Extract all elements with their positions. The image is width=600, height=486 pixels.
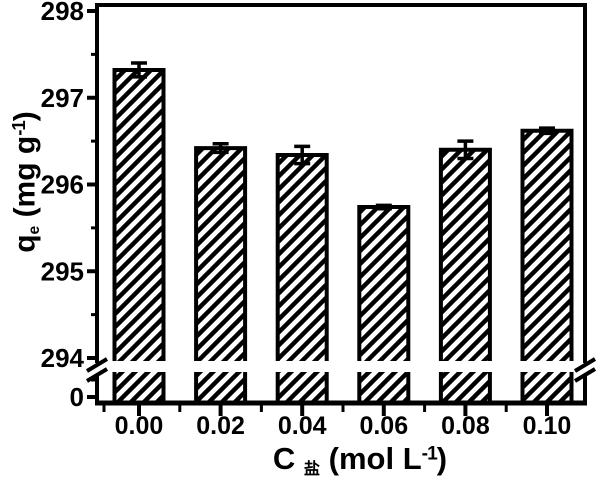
error-bar <box>457 139 474 161</box>
y-title-close: ) <box>8 111 42 122</box>
bar-lower-segment <box>277 372 327 403</box>
bar-lower-outline <box>275 372 329 403</box>
x-tick-label: 0.08 <box>441 412 490 440</box>
bar-lower-segment <box>114 372 164 403</box>
bar-upper-segment <box>196 148 246 361</box>
bar-lower-segment <box>440 372 490 403</box>
x-title-superscript: -1 <box>421 443 438 465</box>
y-tick-label: 296 <box>41 170 84 200</box>
axis-break-mark <box>573 367 597 383</box>
x-tick-label: 0.00 <box>115 412 164 440</box>
bar-lower-outline <box>194 372 248 403</box>
bar-lower-segment <box>359 372 409 403</box>
y-title-subscript: e <box>25 225 43 235</box>
error-bar <box>375 203 392 211</box>
x-tick-label: 0.06 <box>359 412 408 440</box>
y-tick-label: 297 <box>41 83 84 113</box>
y-title-symbol: q <box>8 234 42 253</box>
error-bar <box>212 141 229 155</box>
x-title-close: ) <box>436 441 448 476</box>
error-bar <box>131 61 147 79</box>
axis-break-mark <box>573 357 597 373</box>
y-axis-title: qe (mg g-1) <box>8 82 44 282</box>
axis-break-gap <box>94 363 100 375</box>
y-tick-label: 295 <box>41 256 84 286</box>
y-tick-label: 294 <box>41 343 85 373</box>
axis-break-mark <box>85 367 109 383</box>
bar-upper-segment <box>522 130 572 361</box>
y-tick-label: 298 <box>41 0 84 26</box>
x-tick-label: 0.04 <box>278 412 327 440</box>
bar-lower-segment <box>196 372 246 403</box>
bar-lower-outline <box>520 372 574 403</box>
axis-break-mark <box>85 357 109 373</box>
x-title-symbol: C <box>272 441 296 476</box>
x-title-subscript: 盐 <box>303 459 321 478</box>
x-axis-title: C 盐 (mol L-1) <box>210 441 510 481</box>
y-zero-label: 0 <box>70 382 84 412</box>
bar-upper-segment <box>277 155 327 361</box>
bar-lower-segment <box>522 372 572 403</box>
error-bar <box>539 126 555 136</box>
y-title-superscript: -1 <box>8 121 29 136</box>
bar-upper-segment <box>440 149 490 361</box>
x-title-units: (mol L <box>328 441 422 476</box>
error-bar <box>294 144 311 166</box>
bar-lower-outline <box>438 372 492 403</box>
x-tick-label: 0.02 <box>196 412 245 440</box>
axis-break-gap <box>582 363 588 375</box>
x-tick-label: 0.10 <box>523 412 572 440</box>
bar-upper-segment <box>359 207 409 361</box>
y-title-units: (mg g <box>8 135 42 226</box>
plot-frame <box>95 3 587 405</box>
bar-upper-segment <box>114 69 164 362</box>
bar-lower-outline <box>112 372 166 403</box>
bar-lower-outline <box>357 372 411 403</box>
